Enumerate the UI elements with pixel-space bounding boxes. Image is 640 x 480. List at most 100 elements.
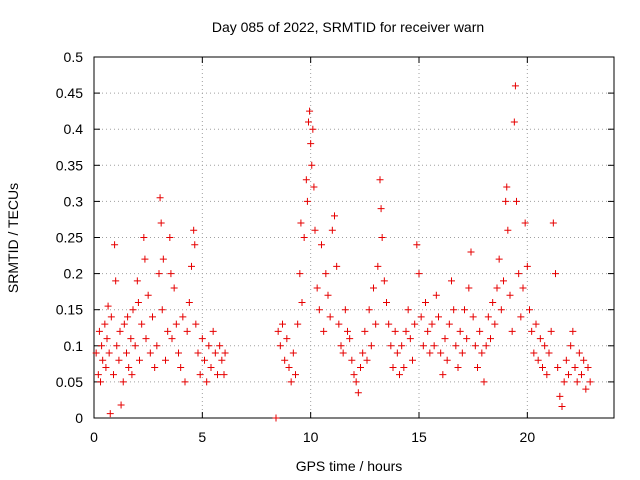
data-point <box>558 402 566 410</box>
data-point <box>435 313 442 321</box>
data-point <box>404 306 412 314</box>
data-point <box>406 335 414 343</box>
data-point <box>175 349 182 357</box>
data-point <box>318 241 325 249</box>
chart-title: Day 085 of 2022, SRMTID for receiver war… <box>212 19 484 35</box>
data-point <box>181 378 189 386</box>
data-point <box>111 241 119 249</box>
data-point <box>115 356 123 364</box>
data-point <box>430 342 438 350</box>
data-point <box>445 320 453 328</box>
data-point <box>95 327 103 335</box>
data-point <box>146 349 154 357</box>
data-point <box>489 298 497 306</box>
data-point <box>101 320 109 328</box>
data-point <box>94 371 102 379</box>
data-point <box>532 320 540 328</box>
y-tick-label: 0.5 <box>64 49 84 65</box>
data-point <box>201 356 208 364</box>
data-point <box>279 320 286 328</box>
data-point <box>216 342 224 350</box>
data-point <box>441 335 449 343</box>
data-point <box>526 306 533 314</box>
data-point <box>365 306 373 314</box>
data-point <box>377 205 385 213</box>
data-point <box>296 270 304 278</box>
data-point <box>359 349 367 357</box>
data-point <box>131 342 139 350</box>
data-point <box>534 356 542 364</box>
data-point <box>497 306 505 314</box>
data-point <box>333 262 341 270</box>
data-point <box>513 197 520 205</box>
data-point <box>170 284 178 292</box>
data-point <box>207 363 215 371</box>
data-point <box>138 320 146 328</box>
x-tick-label: 10 <box>303 429 319 445</box>
data-point <box>385 320 393 328</box>
data-point <box>478 349 486 357</box>
data-point <box>164 327 172 335</box>
data-point <box>221 349 229 357</box>
data-point <box>456 327 464 335</box>
data-point <box>196 371 204 379</box>
data-point <box>350 371 358 379</box>
data-point <box>352 378 360 386</box>
data-point <box>367 342 375 350</box>
data-point <box>415 270 423 278</box>
data-point <box>112 277 120 285</box>
data-point <box>419 342 427 350</box>
x-tick-label: 0 <box>90 429 98 445</box>
data-point <box>428 320 436 328</box>
data-point <box>144 291 152 299</box>
data-point <box>300 234 308 241</box>
data-point <box>443 356 451 364</box>
data-point <box>454 363 462 371</box>
data-point <box>417 313 425 321</box>
data-point <box>220 371 228 379</box>
data-point <box>162 356 169 364</box>
data-point <box>177 363 185 371</box>
data-point <box>159 255 167 263</box>
data-point <box>402 327 410 335</box>
data-point <box>461 306 468 314</box>
data-point <box>142 335 150 343</box>
data-point <box>519 284 527 292</box>
data-point <box>188 262 195 270</box>
data-point <box>134 298 142 306</box>
data-point <box>153 342 161 350</box>
data-point <box>374 262 382 270</box>
data-point <box>491 320 499 328</box>
data-point <box>105 349 113 357</box>
data-point <box>376 176 384 184</box>
data-point <box>331 212 338 220</box>
data-point <box>469 313 477 321</box>
data-point <box>467 248 475 256</box>
data-point <box>528 327 536 335</box>
data-point <box>337 342 345 350</box>
y-tick-label: 0.05 <box>56 374 83 390</box>
data-point <box>127 335 135 343</box>
data-point <box>308 161 316 169</box>
data-point <box>214 371 221 379</box>
data-point <box>378 234 386 241</box>
data-point <box>396 371 403 379</box>
data-point <box>276 342 284 350</box>
data-point <box>549 219 557 227</box>
data-point <box>354 389 362 397</box>
data-point <box>452 342 460 350</box>
y-axis-label: SRMTID / TECUs <box>5 183 21 293</box>
data-point <box>476 327 484 335</box>
data-point <box>281 356 289 364</box>
data-point <box>495 255 503 263</box>
data-point <box>578 371 585 379</box>
data-point <box>530 349 538 357</box>
y-tick-label: 0.3 <box>64 193 84 209</box>
data-point <box>437 349 445 357</box>
data-point <box>508 327 516 335</box>
data-point <box>198 335 206 343</box>
data-point <box>422 298 429 306</box>
data-point <box>320 327 328 335</box>
data-points <box>92 82 594 422</box>
